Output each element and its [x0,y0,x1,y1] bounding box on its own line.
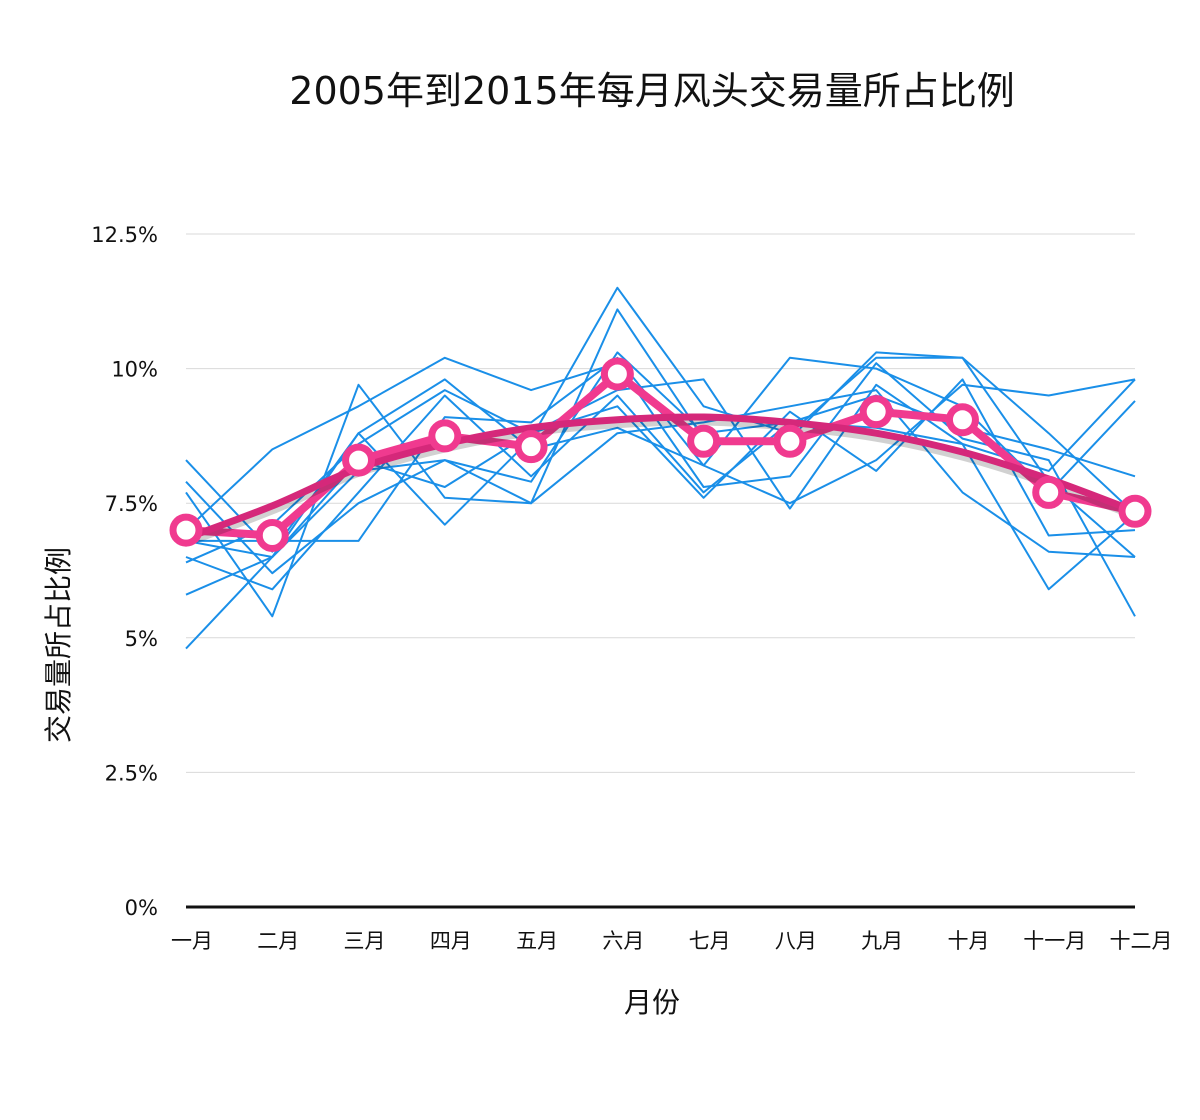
average-point [945,403,979,437]
trend-line-shadow [181,416,1140,547]
y-tick-label: 12.5% [91,223,158,247]
average-point [859,395,893,429]
y-tick-label: 0% [125,896,158,920]
y-axis-ticks: 0% 2.5% 5% 7.5% 10% 12.5% [91,223,158,920]
average-point [1032,475,1066,509]
x-tick-label: 三月 [344,929,386,953]
average-markers [169,357,1152,553]
x-tick-label: 四月 [430,929,472,953]
x-tick-label: 七月 [689,929,731,953]
y-tick-label: 7.5% [105,492,158,516]
x-tick-label: 十月 [947,929,989,953]
x-axis-ticks: 一月 二月 三月 四月 五月 六月 七月 八月 九月 十月 十一月 十二月 [171,929,1173,953]
average-point [428,419,462,453]
x-tick-label: 九月 [861,929,903,953]
yearly-series-line [185,351,1136,596]
y-axis-label: 交易量所占比例 [42,547,75,743]
average-point [687,424,721,458]
average-point [342,443,376,477]
average-series [182,370,1139,540]
y-tick-label: 2.5% [105,761,158,785]
x-tick-label: 六月 [602,929,644,953]
x-tick-label: 十二月 [1110,929,1173,953]
yearly-series-line [185,383,1136,618]
average-point [773,424,807,458]
y-tick-label: 5% [125,627,158,651]
x-tick-label: 二月 [257,929,299,953]
gridlines [186,233,1135,909]
yearly-series-line [185,356,1136,617]
average-point [600,357,634,391]
x-tick-label: 八月 [775,929,817,953]
average-point [1118,494,1152,528]
x-tick-label: 五月 [516,929,558,953]
chart-title: 2005年到2015年每月风头交易量所占比例 [289,69,1014,113]
x-tick-label: 一月 [171,929,213,953]
yearly-series-line [185,308,1136,575]
x-axis-label: 月份 [624,986,680,1019]
average-point [514,430,548,464]
y-tick-label: 10% [111,358,158,382]
average-series-line [182,370,1139,540]
average-point [255,519,289,553]
average-point [169,513,203,547]
x-tick-label: 十一月 [1023,929,1086,953]
